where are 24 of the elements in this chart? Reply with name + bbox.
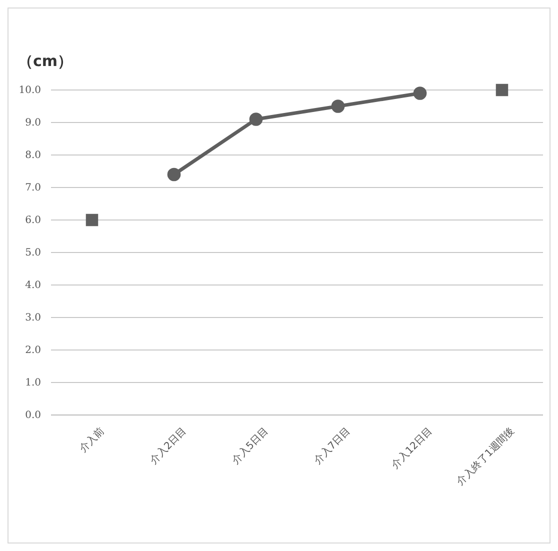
y-tick-label: 8.0 [25,150,41,162]
x-tick-label: 介入12日目 [389,425,435,471]
y-tick-label: 5.0 [25,248,41,259]
x-tick-label: 介入2日目 [148,425,189,466]
y-tick-label: 2.0 [25,345,41,356]
point [86,214,98,226]
y-tick-label: 4.0 [25,280,41,292]
x-tick-label: 介入前 [77,425,107,455]
y-tick-label: 3.0 [25,312,41,324]
point [249,112,263,126]
x-tick-label: 介入5日目 [230,425,271,466]
point [496,84,508,96]
y-tick-label: 1.0 [25,378,41,389]
y-tick-label: 10.0 [18,85,41,96]
point [413,86,427,100]
x-tick-label: 介入終了1週間後 [454,425,517,488]
point [331,100,345,113]
x-tick-label: 介入7日目 [312,425,353,466]
point [167,168,181,182]
y-tick-label: 7.0 [25,182,41,194]
y-axis-title: （cm） [18,52,73,70]
y-tick-label: 9.0 [25,118,41,129]
y-tick-label: 6.0 [25,215,41,226]
y-tick-label: 0.0 [25,410,41,422]
